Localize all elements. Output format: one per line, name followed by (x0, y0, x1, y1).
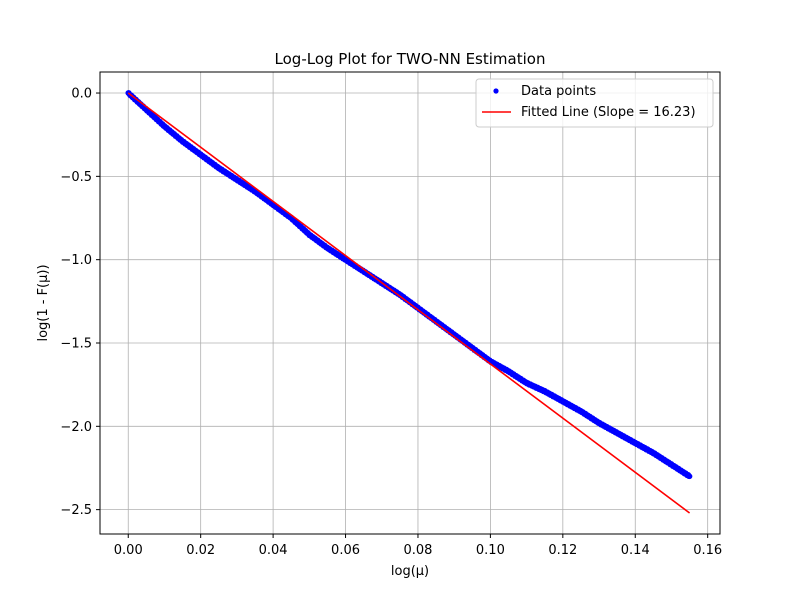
ticks: 0.00 0.02 0.04 0.06 0.08 0.10 0.12 0.14 0.16 0.0 −… (60, 87, 722, 558)
y-tick-label: 0.0 (71, 87, 92, 102)
x-tick-label: 0.12 (548, 543, 577, 558)
x-tick-label: 0.00 (114, 543, 143, 558)
x-tick-label: 0.02 (186, 543, 215, 558)
x-tick-label: 0.08 (403, 543, 432, 558)
y-tick-label: −1.0 (60, 253, 92, 268)
x-tick-label: 0.16 (693, 543, 722, 558)
axes-frame (99, 71, 721, 535)
legend-box (475, 78, 714, 128)
grid (100, 72, 720, 534)
chart-title: Log-Log Plot for TWO-NN Estimation (275, 50, 546, 68)
fitted-line (127, 92, 691, 514)
legend-label-fitted-line: Fitted Line (Slope = 16.23) (521, 105, 696, 120)
legend-label-data-points: Data points (521, 84, 596, 99)
data-point (686, 473, 693, 480)
x-tick-label: 0.14 (621, 543, 650, 558)
plot-area (125, 90, 693, 514)
y-tick-label: −2.0 (60, 420, 92, 435)
x-axis-label: log(μ) (391, 564, 429, 579)
y-tick-label: −0.5 (60, 170, 92, 185)
x-tick-label: 0.06 (331, 543, 360, 558)
legend-marker-data-points (493, 88, 499, 94)
y-tick-label: −1.5 (60, 336, 92, 351)
x-tick-label: 0.04 (259, 543, 288, 558)
x-tick-label: 0.10 (476, 543, 505, 558)
y-axis-label: log(1 - F(μ)) (36, 264, 51, 341)
legend: Data points Fitted Line (Slope = 16.23) (475, 78, 714, 128)
y-tick-label: −2.5 (60, 503, 92, 518)
